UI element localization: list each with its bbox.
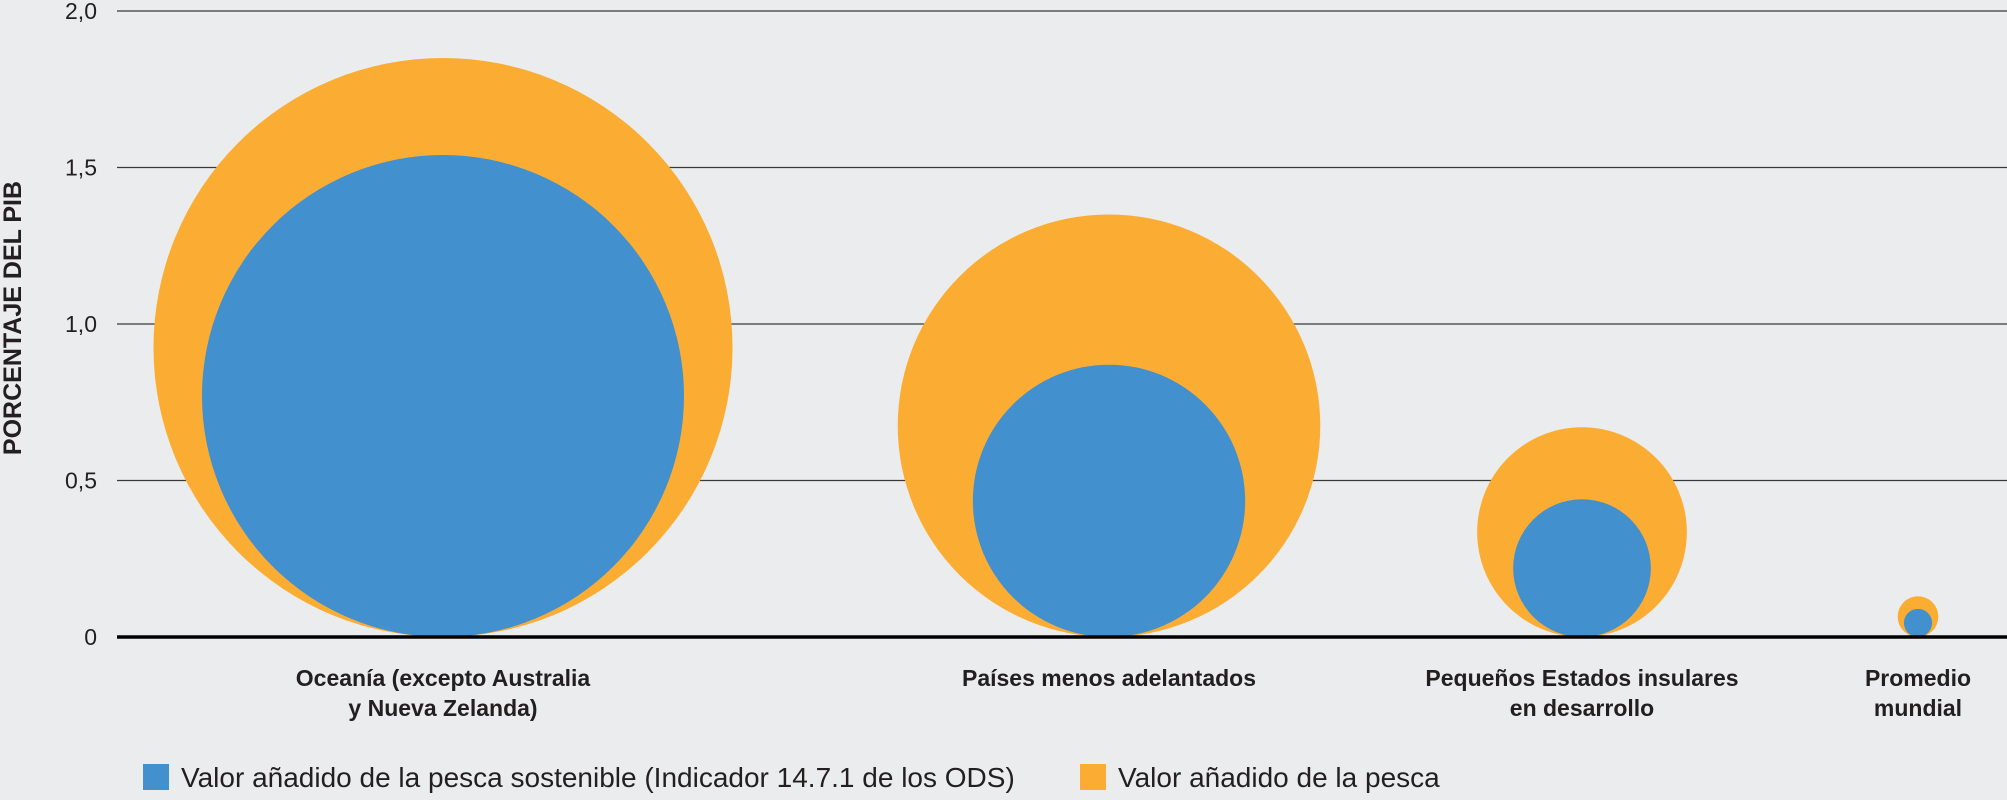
y-tick-label: 1,5	[65, 155, 97, 181]
y-tick-label: 1,0	[65, 311, 97, 337]
legend: Valor añadido de la pesca sostenible (In…	[143, 762, 1440, 793]
bubble-sustainable-fishing-value-added	[201, 154, 685, 638]
bubble-sustainable-fishing-value-added	[1903, 608, 1933, 637]
category-label: Oceanía (excepto Australia	[296, 665, 591, 691]
y-axis-label: PORCENTAJE DEL PIB	[0, 181, 27, 455]
legend-label: Valor añadido de la pesca sostenible (In…	[181, 762, 1015, 793]
bubble-layer	[153, 57, 1939, 638]
bubble-sustainable-fishing-value-added	[972, 364, 1246, 637]
category-label: mundial	[1874, 695, 1962, 721]
category-label: Pequeños Estados insulares	[1425, 665, 1738, 691]
y-tick-labels: 0 0,5 1,0 1,5 2,0	[65, 0, 97, 650]
y-tick-label: 0,5	[65, 468, 97, 494]
orange-square-icon	[1080, 764, 1106, 790]
category-label: Promedio	[1865, 665, 1971, 691]
category-label: en desarrollo	[1510, 695, 1654, 721]
y-tick-label: 0	[84, 624, 97, 650]
category-label: Países menos adelantados	[962, 665, 1256, 691]
legend-label: Valor añadido de la pesca	[1118, 762, 1440, 793]
category-label: y Nueva Zelanda)	[348, 695, 537, 721]
y-tick-label: 2,0	[65, 0, 97, 24]
category-labels: Oceanía (excepto Australia y Nueva Zeland…	[296, 665, 1971, 721]
blue-square-icon	[143, 764, 169, 790]
bubble-sustainable-fishing-value-added	[1513, 499, 1651, 637]
